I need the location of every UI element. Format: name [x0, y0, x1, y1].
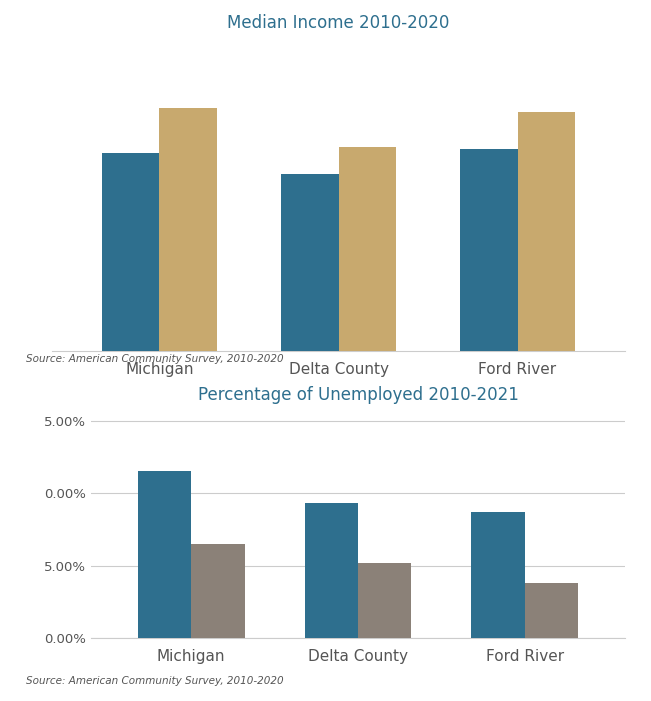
- Bar: [358, 563, 411, 638]
- Bar: [138, 472, 191, 638]
- Title: Median Income 2010-2020: Median Income 2010-2020: [227, 14, 450, 32]
- Text: Source: American Community Survey, 2010-2020: Source: American Community Survey, 2010-…: [26, 354, 284, 364]
- Bar: [525, 583, 578, 638]
- Text: Source: American Community Survey, 2010-2020: Source: American Community Survey, 2010-…: [26, 676, 284, 686]
- Bar: [471, 512, 525, 638]
- Bar: [518, 112, 575, 350]
- Bar: [102, 153, 159, 350]
- Bar: [159, 108, 217, 350]
- Bar: [460, 149, 518, 350]
- Title: Percentage of Unemployed 2010-2021: Percentage of Unemployed 2010-2021: [198, 386, 518, 404]
- Bar: [339, 147, 396, 350]
- Bar: [305, 503, 358, 638]
- Bar: [191, 544, 245, 638]
- Bar: [281, 174, 339, 350]
- Legend: 2010 Median Income, 2020 Median Income: 2010 Median Income, 2020 Median Income: [85, 413, 454, 438]
